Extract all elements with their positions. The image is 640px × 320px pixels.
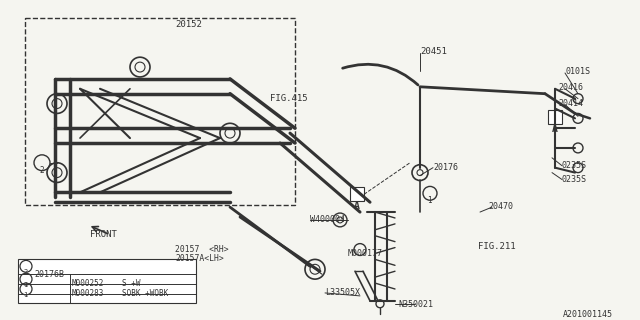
Text: 20152: 20152 bbox=[175, 20, 202, 29]
Text: W400004: W400004 bbox=[310, 215, 345, 224]
Text: 2: 2 bbox=[24, 269, 28, 275]
Text: L33505X: L33505X bbox=[325, 288, 360, 297]
Text: 1: 1 bbox=[24, 282, 28, 288]
Text: M000252: M000252 bbox=[72, 279, 104, 288]
Bar bbox=[25, 18, 295, 205]
Text: 20157  <RH>: 20157 <RH> bbox=[175, 244, 228, 254]
Text: 20157A<LH>: 20157A<LH> bbox=[175, 254, 224, 263]
Text: 20470: 20470 bbox=[488, 202, 513, 211]
Text: 0235S: 0235S bbox=[562, 161, 587, 170]
Text: SOBK +WOBK: SOBK +WOBK bbox=[122, 289, 168, 298]
Text: M000177: M000177 bbox=[348, 249, 383, 258]
Text: N350021: N350021 bbox=[398, 300, 433, 309]
Bar bbox=[548, 110, 562, 124]
Text: FIG.415: FIG.415 bbox=[270, 94, 308, 103]
Bar bbox=[350, 188, 364, 201]
Text: 1: 1 bbox=[24, 292, 28, 298]
Text: S +W: S +W bbox=[122, 279, 141, 288]
Bar bbox=[18, 260, 196, 303]
Text: 0235S: 0235S bbox=[562, 175, 587, 184]
Text: 1: 1 bbox=[427, 196, 431, 205]
Text: 20176: 20176 bbox=[433, 163, 458, 172]
Text: 2: 2 bbox=[39, 166, 44, 175]
Text: 20451: 20451 bbox=[420, 47, 447, 56]
Text: FIG.211: FIG.211 bbox=[478, 242, 516, 251]
Text: 0101S: 0101S bbox=[565, 67, 590, 76]
Text: FRONT: FRONT bbox=[90, 230, 117, 239]
Text: A: A bbox=[552, 124, 558, 134]
Text: 20414: 20414 bbox=[558, 99, 583, 108]
Text: M000283: M000283 bbox=[72, 289, 104, 298]
Text: 20176B: 20176B bbox=[34, 270, 64, 279]
Text: A: A bbox=[354, 201, 360, 211]
Text: A201001145: A201001145 bbox=[563, 310, 613, 319]
Text: 20416: 20416 bbox=[558, 83, 583, 92]
